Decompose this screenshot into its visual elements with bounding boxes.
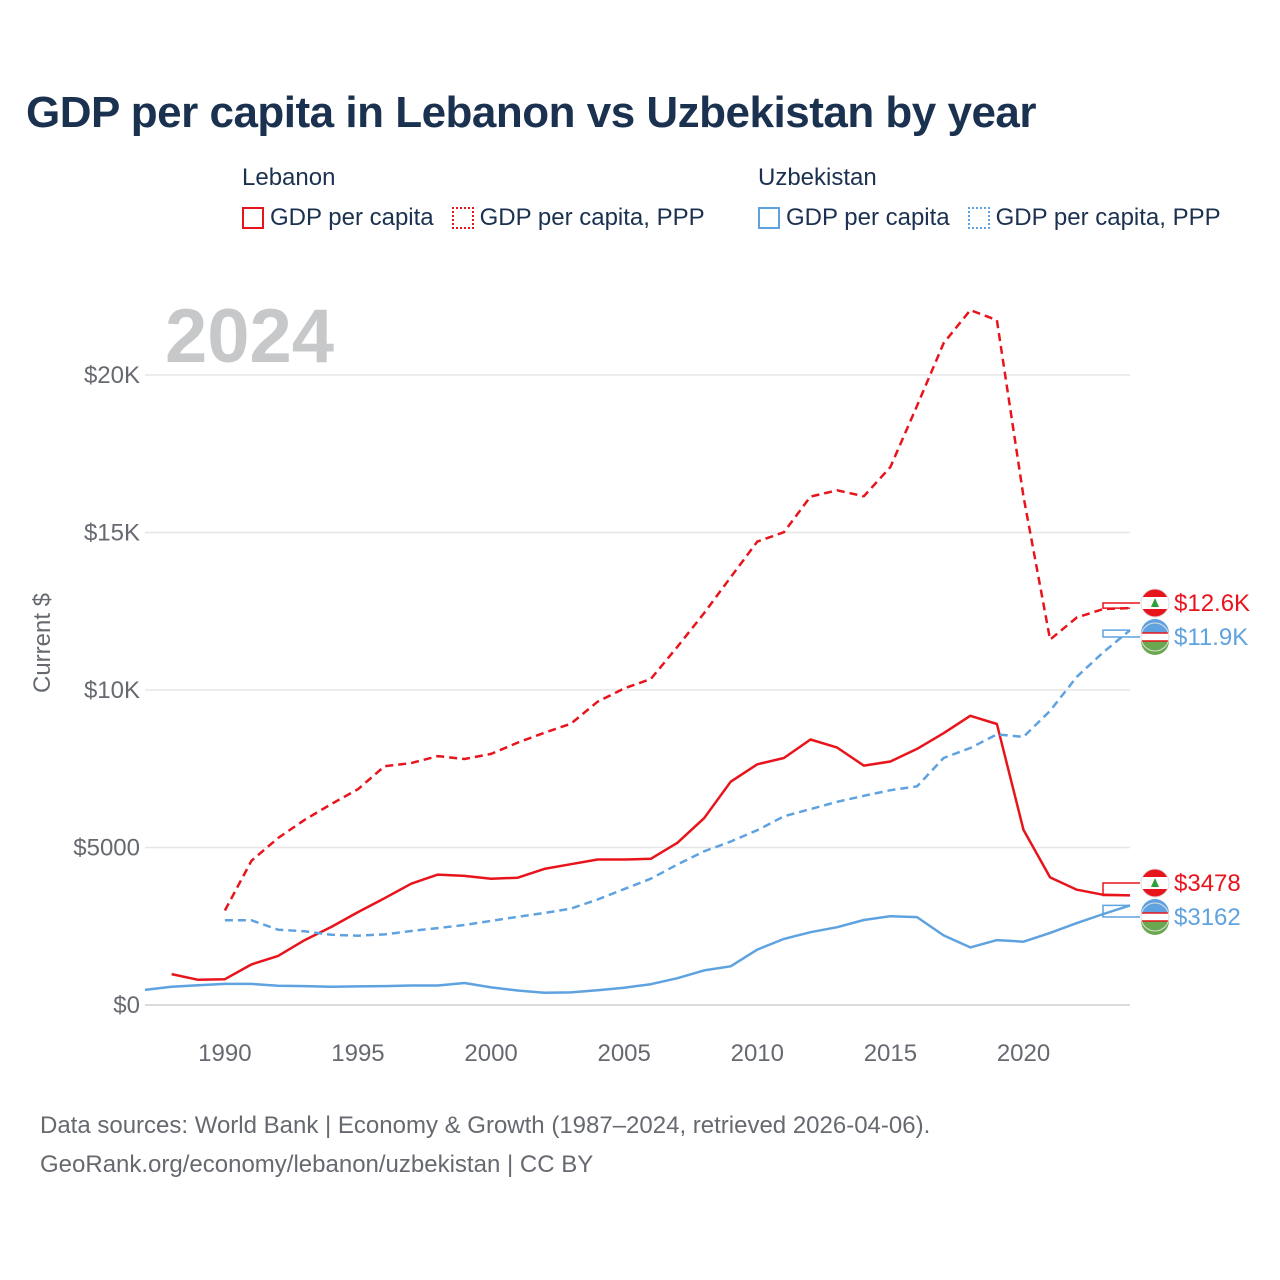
end-label-uzbekistan-ppp: $11.9K (1174, 624, 1248, 651)
y-tick-label: $20K (84, 362, 140, 389)
end-labels: $3478 $12.6K $3162 $11.9K (1102, 588, 1250, 935)
x-tick-label: 2005 (597, 1040, 650, 1067)
series-lines (144, 308, 1131, 994)
end-label-leader (1102, 602, 1140, 609)
gridlines (145, 374, 1130, 1006)
lebanon-flag-icon (1140, 868, 1170, 898)
legend-group-label-lebanon: Lebanon (242, 164, 336, 191)
legend-label: GDP per capita (270, 204, 434, 231)
lebanon-flag-icon (1140, 588, 1170, 618)
legend-group-label-uzbekistan: Uzbekistan (758, 164, 877, 191)
y-tick-label: $5000 (73, 835, 140, 862)
end-label-lebanon-gdp: $3478 (1174, 870, 1241, 897)
y-tick-label: $15K (84, 520, 140, 547)
x-axis-ticks: 1990 1995 2000 2005 2010 2015 2020 (198, 1040, 1050, 1067)
legend-swatch-lebanon-dotted (451, 207, 474, 229)
x-tick-label: 2015 (864, 1040, 917, 1067)
x-tick-label: 1990 (198, 1040, 251, 1067)
x-tick-label: 2010 (731, 1040, 784, 1067)
legend-swatch-lebanon-solid (242, 207, 264, 229)
legend-label: GDP per capita, PPP (995, 204, 1221, 231)
legend-item-lebanon-ppp[interactable]: GDP per capita, PPP (451, 204, 705, 232)
x-tick-label: 2020 (997, 1040, 1050, 1067)
data-source-note: Data sources: World Bank | Economy & Gro… (40, 1112, 931, 1139)
year-watermark: 2024 (165, 294, 334, 379)
uzbekistan-flag-icon (1140, 899, 1170, 935)
uzbekistan-flag-icon (1140, 619, 1170, 655)
legend-label: GDP per capita (786, 204, 950, 231)
legend-item-uzbekistan-ppp[interactable]: GDP per capita, PPP (967, 204, 1221, 232)
chart-title: GDP per capita in Lebanon vs Uzbekistan … (26, 88, 1037, 137)
y-tick-label: $10K (84, 677, 140, 704)
y-tick-label: $0 (113, 992, 140, 1019)
x-tick-label: 2000 (464, 1040, 517, 1067)
legend-swatch-uzbekistan-dotted (967, 207, 990, 229)
legend-uzbekistan: Uzbekistan GDP per capita GDP per capita… (758, 164, 1239, 232)
legend-item-lebanon-gdp[interactable]: GDP per capita (242, 204, 434, 232)
y-axis-label: Current $ (29, 593, 56, 693)
y-axis-ticks: $0 $5000 $10K $15K $20K (73, 362, 140, 1019)
legend-lebanon: Lebanon GDP per capita GDP per capita, P… (242, 164, 723, 232)
footer: Data sources: World Bank | Economy & Gro… (40, 1106, 930, 1184)
legend-item-uzbekistan-gdp[interactable]: GDP per capita (758, 204, 950, 232)
series-line-lebanon-ppp[interactable] (223, 308, 1131, 912)
legend-label: GDP per capita, PPP (479, 204, 705, 231)
series-line-lebanon-gdp[interactable] (171, 714, 1131, 982)
end-label-leader (1102, 629, 1140, 638)
end-label-leader (1102, 882, 1140, 897)
series-line-uzbekistan-gdp[interactable] (144, 904, 1131, 994)
series-line-uzbekistan-ppp[interactable] (224, 629, 1131, 937)
end-label-lebanon-ppp: $12.6K (1174, 590, 1250, 617)
end-label-uzbekistan-gdp: $3162 (1174, 904, 1241, 931)
x-tick-label: 1995 (331, 1040, 384, 1067)
legend-swatch-uzbekistan-solid (758, 207, 780, 229)
source-link[interactable]: GeoRank.org/economy/lebanon/uzbekistan |… (40, 1151, 594, 1178)
end-label-leader (1102, 904, 1140, 918)
